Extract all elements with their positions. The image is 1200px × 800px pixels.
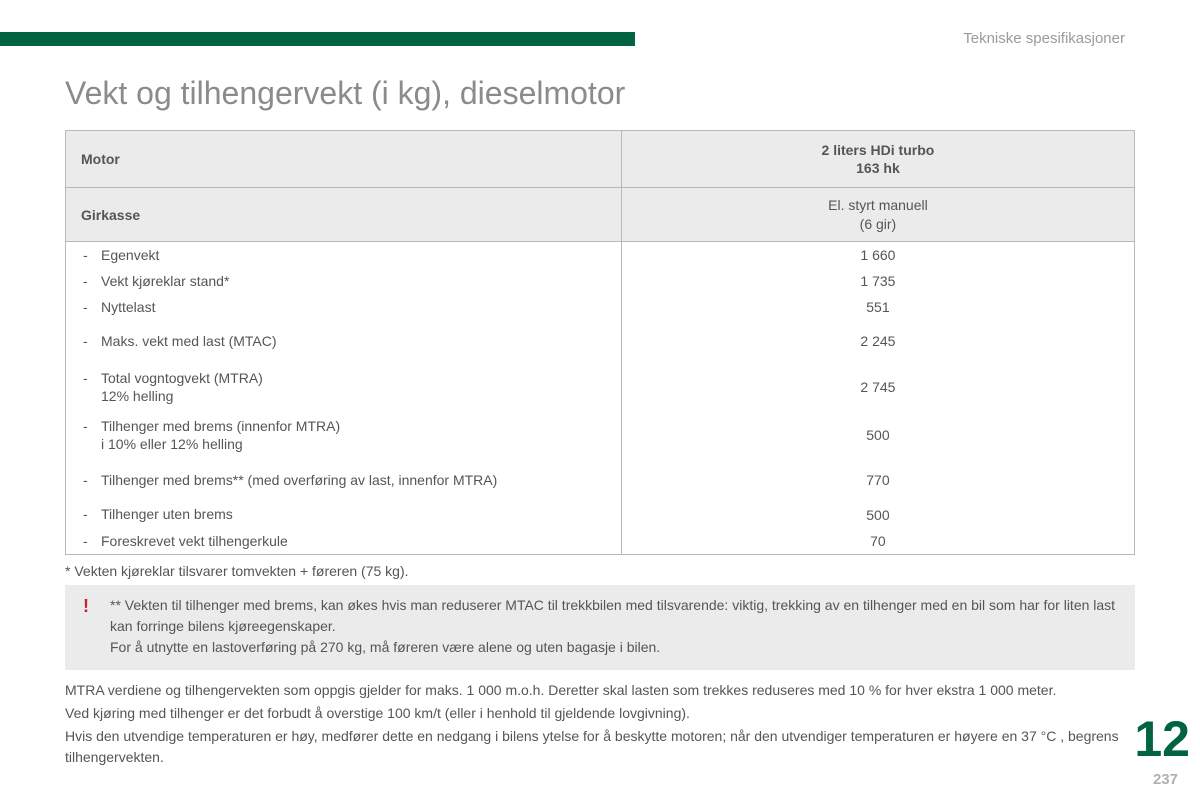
motor-name: 2 liters HDi turbo xyxy=(822,142,935,158)
row-sublabel: 12% helling xyxy=(101,387,606,405)
footnote-asterisk: * Vekten kjøreklar tilsvarer tomvekten +… xyxy=(65,563,1135,579)
row-value: 1 735 xyxy=(621,268,1134,294)
table-row: Nyttelast551 xyxy=(66,294,1135,320)
warning-box: ! ** Vekten til tilhenger med brems, kan… xyxy=(65,585,1135,670)
row-value: 2 745 xyxy=(621,363,1134,411)
gearbox-gears: (6 gir) xyxy=(860,216,897,232)
warning-line1: ** Vekten til tilhenger med brems, kan ø… xyxy=(110,595,1120,637)
row-sublabel: i 10% eller 12% helling xyxy=(101,435,606,453)
header-motor-value: 2 liters HDi turbo 163 hk xyxy=(621,131,1134,188)
table-row: Foreskrevet vekt tilhengerkule70 xyxy=(66,528,1135,555)
row-label: Foreskrevet vekt tilhengerkule xyxy=(66,528,622,555)
row-value: 70 xyxy=(621,528,1134,555)
row-label: Total vogntogvekt (MTRA)12% helling xyxy=(66,363,622,411)
specifications-table: Motor 2 liters HDi turbo 163 hk Girkasse… xyxy=(65,130,1135,555)
row-label: Tilhenger med brems (innenfor MTRA)i 10%… xyxy=(66,411,622,459)
row-value: 2 245 xyxy=(621,320,1134,362)
row-label: Nyttelast xyxy=(66,294,622,320)
row-label: Tilhenger med brems** (med overføring av… xyxy=(66,459,622,501)
note-altitude: MTRA verdiene og tilhengervekten som opp… xyxy=(65,680,1135,701)
table-row: Egenvekt1 660 xyxy=(66,241,1135,268)
table-row: Maks. vekt med last (MTAC)2 245 xyxy=(66,320,1135,362)
row-value: 500 xyxy=(621,501,1134,527)
row-value: 1 660 xyxy=(621,241,1134,268)
header-gearbox-value: El. styrt manuell (6 gir) xyxy=(621,188,1134,241)
content-area: Vekt og tilhengervekt (i kg), dieselmoto… xyxy=(65,75,1135,770)
row-label: Tilhenger uten brems xyxy=(66,501,622,527)
header-gearbox-label: Girkasse xyxy=(66,188,622,241)
table-row: Tilhenger uten brems500 xyxy=(66,501,1135,527)
table-row: Tilhenger med brems** (med overføring av… xyxy=(66,459,1135,501)
bottom-notes: MTRA verdiene og tilhengervekten som opp… xyxy=(65,680,1135,768)
row-label: Maks. vekt med last (MTAC) xyxy=(66,320,622,362)
gearbox-type: El. styrt manuell xyxy=(828,197,928,213)
note-speed: Ved kjøring med tilhenger er det forbudt… xyxy=(65,703,1135,724)
row-label: Egenvekt xyxy=(66,241,622,268)
row-value: 770 xyxy=(621,459,1134,501)
section-label: Tekniske spesifikasjoner xyxy=(963,30,1125,47)
note-temperature: Hvis den utvendige temperaturen er høy, … xyxy=(65,726,1135,768)
table-row: Total vogntogvekt (MTRA)12% helling2 745 xyxy=(66,363,1135,411)
motor-power: 163 hk xyxy=(856,160,900,176)
row-value: 551 xyxy=(621,294,1134,320)
page-number: 237 xyxy=(1153,771,1178,788)
warning-line2: For å utnytte en lastoverføring på 270 k… xyxy=(110,637,1120,658)
row-value: 500 xyxy=(621,411,1134,459)
chapter-number: 12 xyxy=(1134,714,1190,764)
row-label: Vekt kjøreklar stand* xyxy=(66,268,622,294)
header-motor-label: Motor xyxy=(66,131,622,188)
page-title: Vekt og tilhengervekt (i kg), dieselmoto… xyxy=(65,75,1135,112)
table-row: Tilhenger med brems (innenfor MTRA)i 10%… xyxy=(66,411,1135,459)
top-accent-bar xyxy=(0,32,635,46)
table-row: Vekt kjøreklar stand*1 735 xyxy=(66,268,1135,294)
warning-icon: ! xyxy=(83,593,89,620)
